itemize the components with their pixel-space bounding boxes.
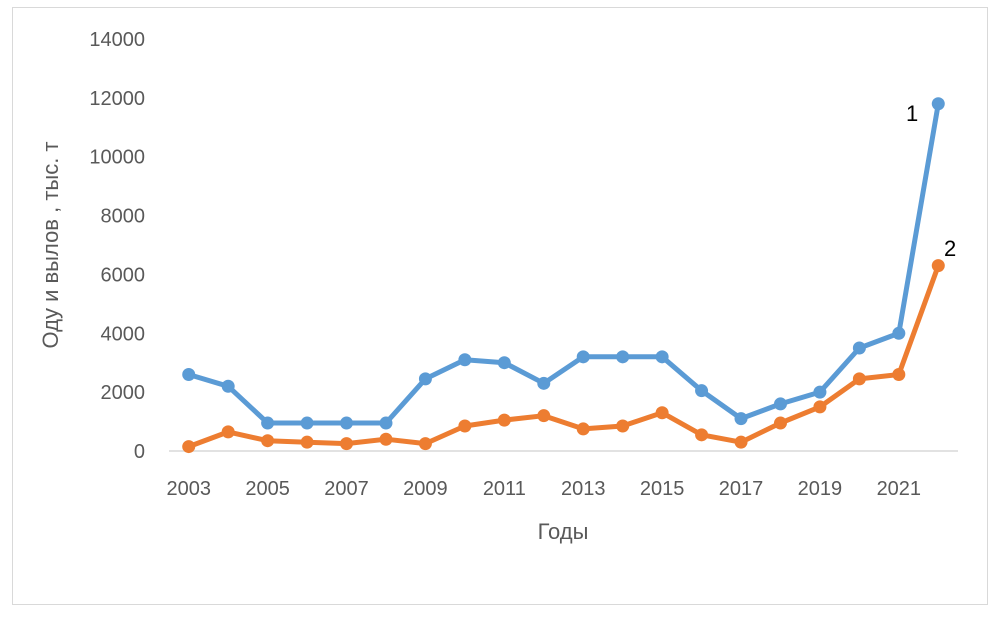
y-tick-label: 10000: [89, 147, 145, 169]
series-1-point: [182, 367, 196, 381]
series-1-point: [537, 376, 551, 390]
x-tick-label: 2021: [877, 478, 922, 500]
y-tick-label: 14000: [89, 29, 145, 51]
series-1-point: [261, 416, 275, 430]
series-1-point: [221, 379, 235, 393]
series-1-point: [931, 97, 945, 111]
y-tick-label: 4000: [101, 323, 146, 345]
series-2-point: [537, 409, 551, 423]
series-1-point: [892, 326, 906, 340]
series-1-point: [813, 385, 827, 399]
series-1-point: [695, 384, 709, 398]
series-1-point: [497, 356, 511, 370]
series-1-point: [576, 350, 590, 364]
y-tick-label: 2000: [101, 382, 146, 404]
series-2-point: [813, 400, 827, 414]
x-tick-label: 2003: [166, 478, 211, 500]
series-2-point: [379, 432, 393, 446]
y-tick-label: 12000: [89, 88, 145, 110]
series-1-point: [300, 416, 314, 430]
x-tick-label: 2013: [561, 478, 606, 500]
series-2-point: [418, 437, 432, 451]
series-1-label: 1: [906, 101, 918, 126]
y-tick-label: 0: [134, 441, 145, 463]
series-2-point: [261, 434, 275, 448]
series-1-point: [655, 350, 669, 364]
series-1-point: [458, 353, 472, 367]
x-tick-label: 2007: [324, 478, 369, 500]
series-2-point: [852, 372, 866, 386]
series-1-line: [186, 101, 941, 426]
series-1: [182, 97, 945, 430]
x-axis-title: Годы: [538, 519, 589, 544]
x-tick-labels: 2003 2005 2007 2009 2011 2013 2015 2017 2019 2021: [166, 478, 921, 500]
series-2-point: [576, 422, 590, 436]
x-tick-label: 2015: [640, 478, 685, 500]
series-2-point: [221, 425, 235, 439]
series-2: [182, 259, 945, 454]
series-group: [182, 97, 945, 454]
series-1-point: [773, 397, 787, 411]
series-2-point: [300, 435, 314, 449]
series-2-point: [340, 437, 354, 451]
series-2-point: [655, 406, 669, 420]
x-tick-label: 2009: [403, 478, 448, 500]
series-1-point: [852, 341, 866, 355]
chart-frame: [12, 7, 988, 605]
series-2-point: [616, 419, 630, 433]
series-2-line: [186, 263, 941, 450]
series-1-point: [379, 416, 393, 430]
y-tick-label: 6000: [101, 264, 146, 286]
series-1-point: [340, 416, 354, 430]
x-tick-label: 2017: [719, 478, 764, 500]
series-2-label: 2: [944, 236, 956, 261]
series-2-point: [695, 428, 709, 442]
x-tick-label: 2019: [798, 478, 843, 500]
series-2-point: [892, 367, 906, 381]
series-1-point: [418, 372, 432, 386]
series-2-point: [931, 259, 945, 273]
y-tick-labels: 0 2000 4000 6000 8000 10000 12000 14000: [89, 29, 145, 463]
series-2-point: [497, 413, 511, 427]
series-2-point: [458, 419, 472, 433]
series-2-point: [773, 416, 787, 430]
series-1-point: [616, 350, 630, 364]
x-tick-label: 2005: [245, 478, 290, 500]
y-tick-label: 8000: [101, 206, 146, 228]
series-2-point: [182, 440, 196, 454]
x-tick-label: 2011: [483, 478, 526, 500]
series-2-point: [734, 435, 748, 449]
y-axis-title: Оду и вылов , тыс. т: [38, 141, 63, 348]
series-1-point: [734, 412, 748, 426]
